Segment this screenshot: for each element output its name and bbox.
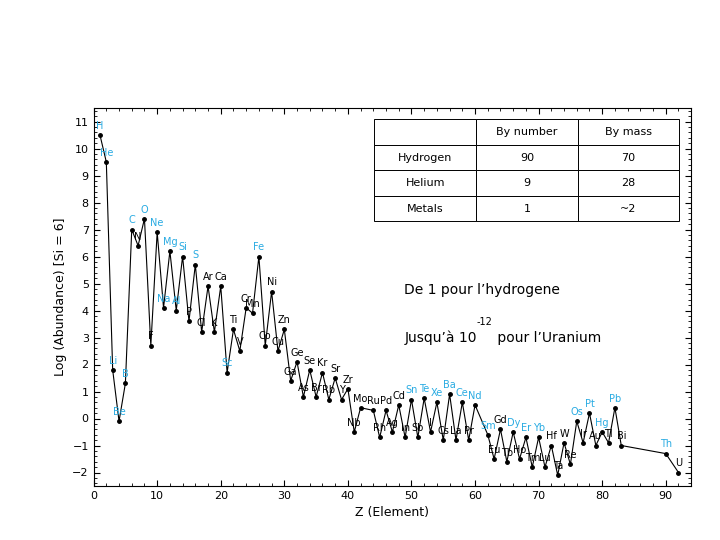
Text: Kr: Kr [318, 359, 328, 368]
Text: W: W [559, 429, 569, 438]
Text: Ga: Ga [284, 367, 297, 376]
Text: Sm: Sm [480, 421, 495, 430]
Text: Ge: Ge [290, 348, 304, 357]
Text: Pb: Pb [609, 394, 621, 403]
Text: Hg: Hg [595, 418, 609, 428]
Text: Ni: Ni [266, 278, 276, 287]
Text: H: H [96, 121, 104, 131]
Text: Er: Er [521, 423, 531, 433]
Text: Tm: Tm [525, 453, 540, 463]
Text: He: He [99, 148, 113, 158]
Text: Ho: Ho [513, 445, 526, 455]
Text: Ta: Ta [552, 461, 563, 471]
Text: Jusqu’à 10: Jusqu’à 10 [405, 331, 477, 346]
Text: La: La [450, 426, 462, 436]
Text: Cd: Cd [392, 391, 405, 401]
Text: Eu: Eu [488, 445, 500, 455]
Text: Pt: Pt [585, 399, 595, 409]
Text: Al: Al [171, 296, 181, 306]
Text: Ti: Ti [229, 315, 238, 325]
Text: Na: Na [157, 294, 170, 303]
Text: Re: Re [564, 450, 577, 460]
Text: U: U [675, 458, 682, 468]
Text: Ne: Ne [150, 218, 164, 228]
Text: In: In [400, 423, 410, 433]
Text: Lu: Lu [539, 453, 551, 463]
Text: Mn: Mn [246, 299, 260, 309]
Text: Ir: Ir [580, 429, 587, 438]
Text: Th: Th [660, 440, 672, 449]
Text: Br: Br [311, 383, 322, 393]
Text: Se: Se [304, 356, 316, 366]
Text: Au: Au [590, 431, 602, 441]
Text: Ca: Ca [215, 272, 227, 282]
Text: Tb: Tb [501, 448, 513, 457]
Text: Si: Si [178, 242, 187, 252]
Y-axis label: Log (Abundance) [Si = 6]: Log (Abundance) [Si = 6] [54, 218, 67, 376]
X-axis label: Z (Element): Z (Element) [356, 507, 429, 519]
Text: P: P [186, 307, 192, 317]
Text: Mo: Mo [354, 394, 368, 403]
Text: N: N [135, 232, 142, 241]
Text: Dy: Dy [506, 418, 520, 428]
Text: Gd: Gd [494, 415, 508, 425]
Text: Pr: Pr [464, 426, 474, 436]
Text: -12: -12 [477, 318, 492, 327]
Text: Te: Te [419, 384, 429, 394]
Text: Sb: Sb [412, 423, 424, 433]
Text: Cs: Cs [437, 426, 449, 436]
Text: Sc: Sc [221, 359, 233, 368]
Text: I: I [429, 418, 432, 428]
Text: Cu: Cu [271, 337, 284, 347]
Text: Os: Os [570, 407, 583, 417]
Text: Be: Be [112, 407, 125, 417]
Text: Cr: Cr [240, 294, 251, 303]
Text: Sr: Sr [330, 364, 341, 374]
Text: Mg: Mg [163, 237, 177, 247]
Text: pour l’Uranium: pour l’Uranium [492, 332, 601, 346]
Text: Nd: Nd [468, 391, 482, 401]
Text: B: B [122, 369, 129, 379]
Text: C: C [128, 215, 135, 225]
Text: K: K [211, 318, 217, 328]
Text: O: O [140, 205, 148, 214]
Text: Rh: Rh [373, 423, 386, 433]
Text: Ce: Ce [456, 388, 469, 398]
Text: Xe: Xe [431, 388, 443, 398]
Text: F: F [148, 332, 153, 341]
Text: Zr: Zr [343, 375, 354, 384]
Text: Rb: Rb [323, 386, 336, 395]
Text: Zn: Zn [278, 315, 291, 325]
Text: Sn: Sn [405, 386, 418, 395]
Text: De 1 pour l’hydrogene: De 1 pour l’hydrogene [405, 283, 560, 297]
Text: Nb: Nb [348, 418, 361, 428]
Text: Bi: Bi [616, 431, 626, 441]
Text: V: V [236, 337, 243, 347]
Text: Ru: Ru [367, 396, 379, 406]
Text: Yb: Yb [533, 423, 545, 433]
Text: Fe: Fe [253, 242, 264, 252]
Text: Ag: Ag [386, 418, 399, 428]
Text: S: S [192, 251, 199, 260]
Text: Y: Y [338, 386, 344, 395]
Text: Hf: Hf [546, 431, 557, 441]
Text: Ar: Ar [203, 272, 213, 282]
Text: As: As [297, 383, 310, 393]
Text: Cl: Cl [197, 318, 207, 328]
Text: Ba: Ba [444, 380, 456, 390]
Text: Co: Co [259, 332, 271, 341]
Text: Li: Li [109, 356, 117, 366]
Text: Tl: Tl [604, 429, 613, 438]
Text: Pd: Pd [380, 396, 392, 406]
